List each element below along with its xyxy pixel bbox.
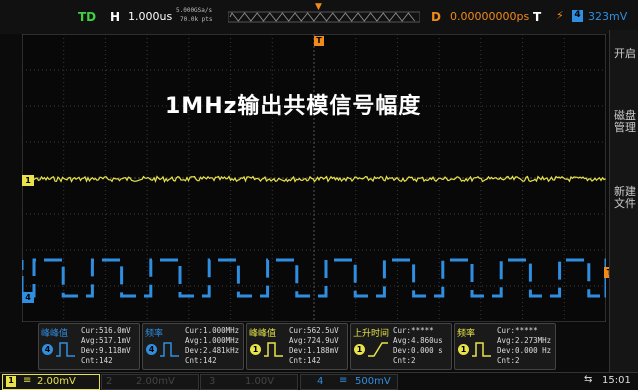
measurement-deviation: Dev:9.118mV	[81, 346, 131, 355]
channel-badge: 1	[354, 344, 365, 355]
peak-to-peak-icon	[56, 342, 75, 357]
panel-tab-disk[interactable]: 磁盘管理	[614, 109, 636, 134]
channel-1-scale: 2.00mV	[37, 376, 76, 387]
channel-3-scale: 1.00V	[245, 376, 275, 387]
frequency-icon	[160, 342, 179, 357]
measurement-deviation: Dev:0.000 s	[393, 346, 443, 355]
right-side-panel: 开启 磁盘管理 新建文件	[609, 30, 638, 372]
top-status-bar: TD H 1.000us 5.000GSa/s 70.0k pts ▼ D 0.…	[0, 0, 638, 34]
channel-4-scale-box[interactable]: 4 ≡ 500mV	[300, 374, 398, 390]
channel-badge: 1	[250, 344, 261, 355]
channel-1-scale-box[interactable]: 1 ≡ 2.00mV	[2, 374, 100, 390]
measurement-current: Cur:*****	[497, 326, 538, 335]
trigger-time-marker[interactable]: T	[314, 36, 324, 46]
measurement-count: Cnt:142	[81, 356, 113, 365]
channel-2-scale: 2.00mV	[136, 376, 175, 387]
measurement-average: Avg:2.273MHz	[497, 336, 552, 345]
measurement-count: Cnt:142	[289, 356, 321, 365]
trigger-position-icon[interactable]: ▼	[315, 2, 322, 12]
measurement-current: Cur:*****	[393, 326, 434, 335]
panel-tab-open[interactable]: 开启	[614, 47, 636, 60]
measurement-current: Cur:562.5uV	[289, 326, 339, 335]
frequency-icon	[472, 342, 491, 357]
channel-1-waveform	[22, 175, 606, 184]
measurement-count: Cnt:2	[393, 356, 416, 365]
channel-1-offset-marker[interactable]: 1	[22, 175, 34, 186]
measurement-box[interactable]: 峰峰值 1 Cur:562.5uV Avg:724.9uV Dev:1.188m…	[246, 323, 348, 370]
channel-4-number: 4	[317, 376, 324, 387]
channel-3-scale-box[interactable]: 3 1.00V	[200, 374, 298, 390]
measurement-box[interactable]: 上升时间 1 Cur:***** Avg:4.860us Dev:0.000 s…	[350, 323, 452, 370]
channel-2-scale-box[interactable]: 2 2.00mV	[101, 374, 199, 390]
trigger-status[interactable]: TD	[78, 10, 97, 24]
channel-badge: 4	[146, 344, 157, 355]
measurement-average: Avg:4.860us	[393, 336, 443, 345]
trigger-label: T	[533, 10, 542, 24]
measurement-average: Avg:517.1mV	[81, 336, 131, 345]
trigger-level[interactable]: 323mV	[588, 10, 628, 23]
memory-depth: 70.0k pts	[180, 16, 213, 23]
channel-badge: 4	[42, 344, 53, 355]
trigger-source-channel[interactable]: 4	[572, 10, 583, 22]
measurement-name: 峰峰值	[249, 329, 277, 339]
measurement-box[interactable]: 频率 1 Cur:***** Avg:2.273MHz Dev:0.000 Hz…	[454, 323, 556, 370]
coupling-icon: ≡	[23, 375, 32, 386]
horizontal-label: H	[110, 10, 121, 24]
sample-rate: 5.000GSa/s	[176, 7, 213, 14]
usb-icon: ⇆	[584, 374, 593, 385]
rise-time-icon	[368, 342, 388, 357]
measurement-count: Cnt:2	[497, 356, 520, 365]
channel-badge: 1	[458, 344, 469, 355]
measurement-average: Avg:1.000MHz	[185, 336, 240, 345]
coupling-icon: ≡	[339, 375, 348, 386]
channel-4-scale: 500mV	[355, 376, 391, 387]
measurement-box[interactable]: 峰峰值 4 Cur:516.0mV Avg:517.1mV Dev:9.118m…	[38, 323, 140, 370]
channel-4-waveform	[22, 258, 606, 298]
measurement-name: 上升时间	[353, 329, 390, 339]
channel-2-number: 2	[106, 376, 113, 387]
trigger-edge-icon[interactable]: ⚡	[556, 9, 564, 22]
waveform-display[interactable]	[22, 34, 606, 322]
clock-time: 15:01	[602, 375, 631, 386]
measurement-current: Cur:1.000MHz	[185, 326, 240, 335]
peak-to-peak-icon	[264, 342, 283, 357]
overlay-title: 1MHz输出共模信号幅度	[165, 94, 422, 119]
delay-value[interactable]: 0.00000000ps	[450, 10, 530, 23]
channel-1-number: 1	[6, 376, 16, 387]
measurement-deviation: Dev:1.188mV	[289, 346, 339, 355]
measurement-deviation: Dev:2.481kHz	[185, 346, 240, 355]
channel-4-offset-marker[interactable]: 4	[22, 292, 34, 303]
timebase-value[interactable]: 1.000us	[128, 10, 173, 23]
measurement-current: Cur:516.0mV	[81, 326, 131, 335]
measurement-name: 峰峰值	[41, 329, 69, 339]
panel-tab-new-file[interactable]: 新建文件	[614, 185, 636, 210]
measurement-box[interactable]: 频率 4 Cur:1.000MHz Avg:1.000MHz Dev:2.481…	[142, 323, 244, 370]
measurement-deviation: Dev:0.000 Hz	[497, 346, 552, 355]
memory-overview-bar[interactable]	[228, 10, 420, 24]
measurement-count: Cnt:142	[185, 356, 217, 365]
channel-status-bar: 1 ≡ 2.00mV 2 2.00mV 3 1.00V 4 ≡ 500mV ⇆ …	[0, 372, 638, 390]
measurement-name: 频率	[457, 329, 476, 339]
measurement-name: 频率	[145, 329, 164, 339]
channel-3-number: 3	[209, 376, 216, 387]
delay-label: D	[431, 10, 441, 24]
measurement-average: Avg:724.9uV	[289, 336, 339, 345]
